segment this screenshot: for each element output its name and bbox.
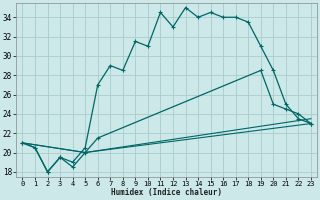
X-axis label: Humidex (Indice chaleur): Humidex (Indice chaleur): [111, 188, 222, 197]
